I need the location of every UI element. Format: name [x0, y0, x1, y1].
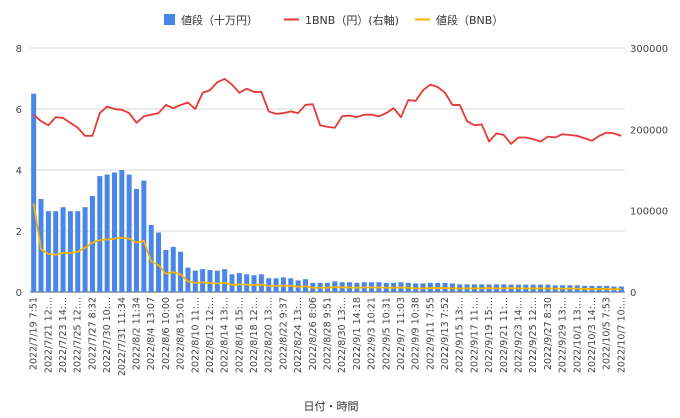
x-tick-label-44: 2022/9/1 14:18: [352, 297, 363, 370]
y-left-tick-2: 4: [16, 166, 22, 177]
bar-19: [170, 246, 176, 292]
line-series-2: [32, 203, 622, 291]
y-left-tick-0: 0: [16, 288, 22, 299]
x-axis-title: 日付・時間: [304, 400, 359, 413]
bar-31: [258, 274, 264, 292]
x-tick-label-2: 2022/7/21 12:...: [43, 297, 54, 373]
x-tick-label-22: 2022/8/10 11:...: [190, 297, 201, 373]
line-series: [32, 78, 622, 291]
bar-16: [148, 224, 154, 292]
legend-label-series-2: 値段（BNB）: [436, 13, 503, 27]
bar-28: [236, 273, 242, 292]
x-tick-label-32: 2022/8/20 13:...: [264, 297, 275, 373]
y-right-tick-3: 300000: [630, 44, 668, 55]
x-tick-label-46: 2022/9/3 10:21: [367, 297, 378, 370]
line-series-1: [33, 78, 622, 145]
bar-14: [134, 188, 140, 292]
x-tick-label-42: 2022/8/30 13:...: [337, 297, 348, 373]
bar-30: [251, 275, 257, 292]
x-tick-label-60: 2022/9/17 11:...: [469, 297, 480, 373]
bar-24: [207, 270, 213, 292]
x-tick-label-76: 2022/10/3 14:...: [587, 297, 598, 373]
x-tick-label-24: 2022/8/12 12:...: [205, 297, 216, 373]
bar-23: [200, 269, 206, 292]
x-tick-label-70: 2022/9/27 8:30: [543, 297, 554, 370]
x-tick-label-14: 2022/8/2 11:34: [132, 297, 143, 370]
x-tick-label-12: 2022/7/31 11:34: [117, 297, 128, 376]
legend: 値段（十万円） 1BNB（円）(右軸) 値段（BNB）: [164, 13, 503, 27]
gridlines: [30, 47, 625, 293]
x-tick-label-0: 2022/7/19 7:51: [29, 297, 40, 370]
bar-4: [60, 207, 66, 292]
bar-34: [280, 277, 286, 292]
x-tick-label-34: 2022/8/22 9:37: [278, 297, 289, 370]
bar-3: [53, 211, 59, 292]
legend-swatch-series-0: [164, 14, 175, 25]
bar-9: [97, 176, 103, 292]
bar-27: [229, 274, 235, 292]
x-tick-label-78: 2022/10/5 7:53: [602, 297, 613, 370]
legend-label-series-0: 値段（十万円）: [181, 13, 258, 27]
x-tick-label-50: 2022/9/7 11:03: [396, 297, 407, 370]
x-tick-label-6: 2022/7/25 12:...: [73, 297, 84, 373]
x-tick-label-16: 2022/8/4 13:07: [146, 297, 157, 370]
bar-20: [178, 251, 184, 292]
x-tick-label-54: 2022/9/11 7:55: [425, 297, 436, 370]
y-left-tick-1: 2: [16, 227, 22, 238]
bar-21: [185, 267, 191, 292]
x-tick-label-64: 2022/9/21 11:...: [499, 297, 510, 373]
bar-series: [31, 93, 624, 292]
x-tick-label-66: 2022/9/23 14:...: [513, 297, 524, 373]
y-axis-left: 0 2 4 6 8: [16, 44, 22, 299]
x-tick-label-10: 2022/7/30 10:...: [102, 297, 113, 373]
x-tick-label-8: 2022/7/27 8:32: [87, 297, 98, 370]
bar-17: [156, 232, 162, 292]
bar-8: [89, 195, 95, 292]
bar-2: [45, 211, 51, 292]
x-tick-label-38: 2022/8/26 8:06: [308, 297, 319, 370]
bar-22: [192, 270, 198, 292]
bar-11: [111, 172, 117, 292]
bar-29: [244, 274, 250, 292]
x-tick-label-68: 2022/9/25 12:...: [528, 297, 539, 373]
x-tick-label-30: 2022/8/18 12:...: [249, 297, 260, 373]
x-tick-label-18: 2022/8/6 10:00: [161, 297, 172, 370]
x-tick-label-48: 2022/9/5 10:31: [381, 297, 392, 370]
x-tick-label-20: 2022/8/8 15:01: [176, 297, 187, 370]
bar-10: [104, 174, 110, 292]
x-tick-label-52: 2022/9/9 10:38: [411, 297, 422, 370]
x-axis: 2022/7/19 7:51 2022/7/21 12:... 2022/7/23 …: [29, 297, 628, 376]
x-tick-label-62: 2022/9/19 15:...: [484, 297, 495, 373]
x-tick-label-4: 2022/7/23 14:...: [58, 297, 69, 373]
x-tick-label-56: 2022/9/13 7:52: [440, 297, 451, 370]
y-right-tick-2: 200000: [630, 125, 668, 136]
bar-12: [119, 170, 125, 292]
y-right-tick-0: 0: [630, 288, 636, 299]
bar-13: [126, 174, 132, 292]
x-tick-label-36: 2022/8/24 13:...: [293, 297, 304, 373]
bar-0: [31, 93, 37, 292]
bar-7: [82, 207, 88, 292]
x-tick-label-26: 2022/8/14 13:...: [220, 297, 231, 373]
bar-18: [163, 249, 169, 292]
x-tick-label-58: 2022/9/15 13:...: [455, 297, 466, 373]
bar-5: [67, 211, 73, 292]
y-left-tick-4: 8: [16, 44, 22, 55]
y-right-tick-1: 100000: [630, 207, 668, 218]
legend-label-series-1: 1BNB（円）(右軸): [305, 13, 399, 27]
bar-15: [141, 180, 147, 292]
x-tick-label-72: 2022/9/29 13:...: [558, 297, 569, 373]
x-tick-label-74: 2022/10/1 13:...: [572, 297, 583, 373]
y-left-tick-3: 6: [16, 105, 22, 116]
y-axis-right: 0 100000 200000 300000: [630, 44, 668, 299]
x-tick-label-40: 2022/8/28 9:51: [323, 297, 334, 370]
bar-26: [222, 269, 228, 292]
x-tick-label-28: 2022/8/16 15:...: [234, 297, 245, 373]
x-tick-label-80: 2022/10/7 10:...: [616, 297, 627, 373]
bar-25: [214, 270, 220, 292]
